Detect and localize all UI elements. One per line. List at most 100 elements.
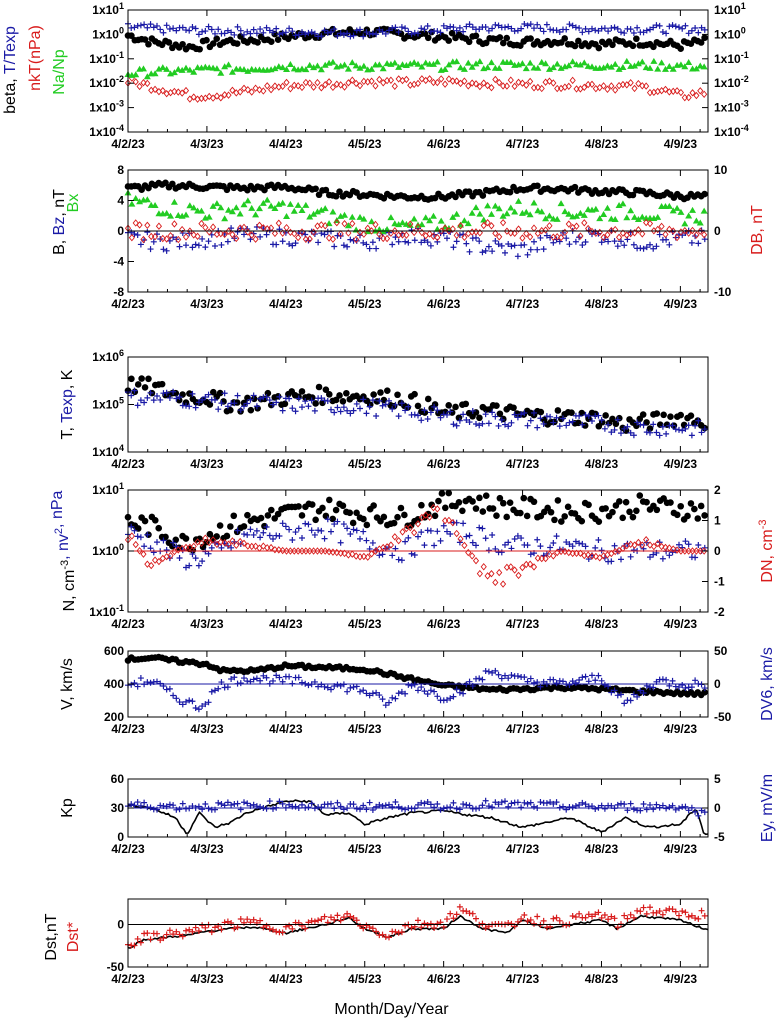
data-point (279, 407, 286, 414)
data-point (469, 498, 476, 505)
data-point (399, 528, 406, 536)
data-point (202, 244, 209, 251)
data-point (390, 519, 398, 527)
data-point (360, 230, 367, 238)
data-point (650, 57, 658, 64)
data-point (186, 202, 194, 209)
data-point (698, 24, 705, 31)
data-point (375, 61, 383, 68)
data-point (449, 225, 456, 233)
data-point (637, 908, 644, 915)
data-point (434, 407, 441, 414)
data-point (360, 62, 368, 69)
data-point (482, 492, 490, 500)
data-point (350, 801, 357, 808)
data-point (205, 213, 213, 220)
data-point (547, 799, 554, 806)
y-tick-label: 4 (117, 194, 124, 208)
data-point (266, 27, 273, 34)
data-point (128, 392, 135, 399)
data-point (279, 546, 286, 555)
data-point (444, 235, 450, 242)
data-point (192, 704, 199, 711)
data-point (221, 91, 228, 99)
data-point (250, 531, 257, 538)
data-point (389, 552, 396, 559)
y-axis-label: B, Bz, nT (51, 189, 68, 255)
data-point (427, 242, 434, 249)
data-point (172, 536, 180, 544)
data-point (170, 198, 178, 205)
data-point (514, 918, 521, 925)
data-point (344, 243, 351, 250)
data-point (518, 804, 525, 811)
data-point (434, 801, 441, 808)
data-point (476, 422, 483, 429)
data-point (624, 423, 631, 430)
data-point (199, 28, 206, 35)
data-point (244, 511, 251, 519)
data-point (271, 229, 279, 238)
data-point (379, 696, 386, 703)
data-point (427, 920, 434, 927)
data-point (318, 916, 325, 923)
data-point (292, 803, 299, 810)
data-point (321, 535, 328, 542)
data-point (224, 799, 231, 806)
x-tick-label: 4/4/23 (269, 457, 303, 471)
data-point (144, 229, 151, 236)
data-point (560, 803, 566, 810)
data-point (190, 68, 198, 75)
data-point (318, 681, 325, 688)
data-point (524, 542, 531, 549)
data-point (445, 37, 453, 44)
x-tick-label: 4/9/23 (664, 457, 698, 471)
data-point (673, 87, 681, 95)
data-point (192, 924, 199, 931)
data-point (183, 27, 189, 34)
data-point (701, 231, 708, 239)
data-point (647, 801, 653, 808)
data-point (469, 24, 476, 31)
data-point (194, 538, 201, 546)
data-point (344, 688, 351, 695)
data-point (369, 239, 376, 246)
data-point (373, 689, 380, 696)
data-point (666, 23, 673, 30)
data-point (151, 70, 159, 77)
data-point (550, 419, 557, 426)
data-point (337, 803, 344, 810)
data-point (658, 222, 665, 231)
data-point (488, 83, 495, 92)
data-point (275, 546, 282, 554)
data-point (469, 552, 476, 560)
data-point (183, 698, 189, 705)
data-point (608, 429, 615, 436)
data-point (360, 552, 367, 561)
data-point (252, 84, 259, 92)
data-point (605, 28, 612, 35)
data-point (640, 422, 647, 429)
data-point (237, 916, 244, 923)
data-point (527, 916, 534, 923)
data-point (380, 79, 387, 87)
data-point (677, 208, 685, 215)
data-point (192, 25, 199, 32)
series-db (124, 218, 708, 244)
data-point (305, 804, 312, 811)
data-point (611, 542, 618, 549)
data-point (405, 534, 412, 541)
data-point (189, 390, 196, 397)
data-point (260, 924, 267, 931)
x-tick-label: 4/8/23 (585, 842, 619, 856)
data-point (299, 29, 305, 36)
x-tick-label: 4/3/23 (190, 617, 224, 631)
data-point (601, 911, 608, 918)
data-point (585, 28, 592, 35)
data-point (376, 26, 383, 33)
data-point (569, 22, 576, 29)
data-point (527, 35, 534, 42)
x-tick-label: 4/3/23 (190, 722, 224, 736)
data-point (553, 27, 560, 34)
data-point (289, 925, 296, 932)
